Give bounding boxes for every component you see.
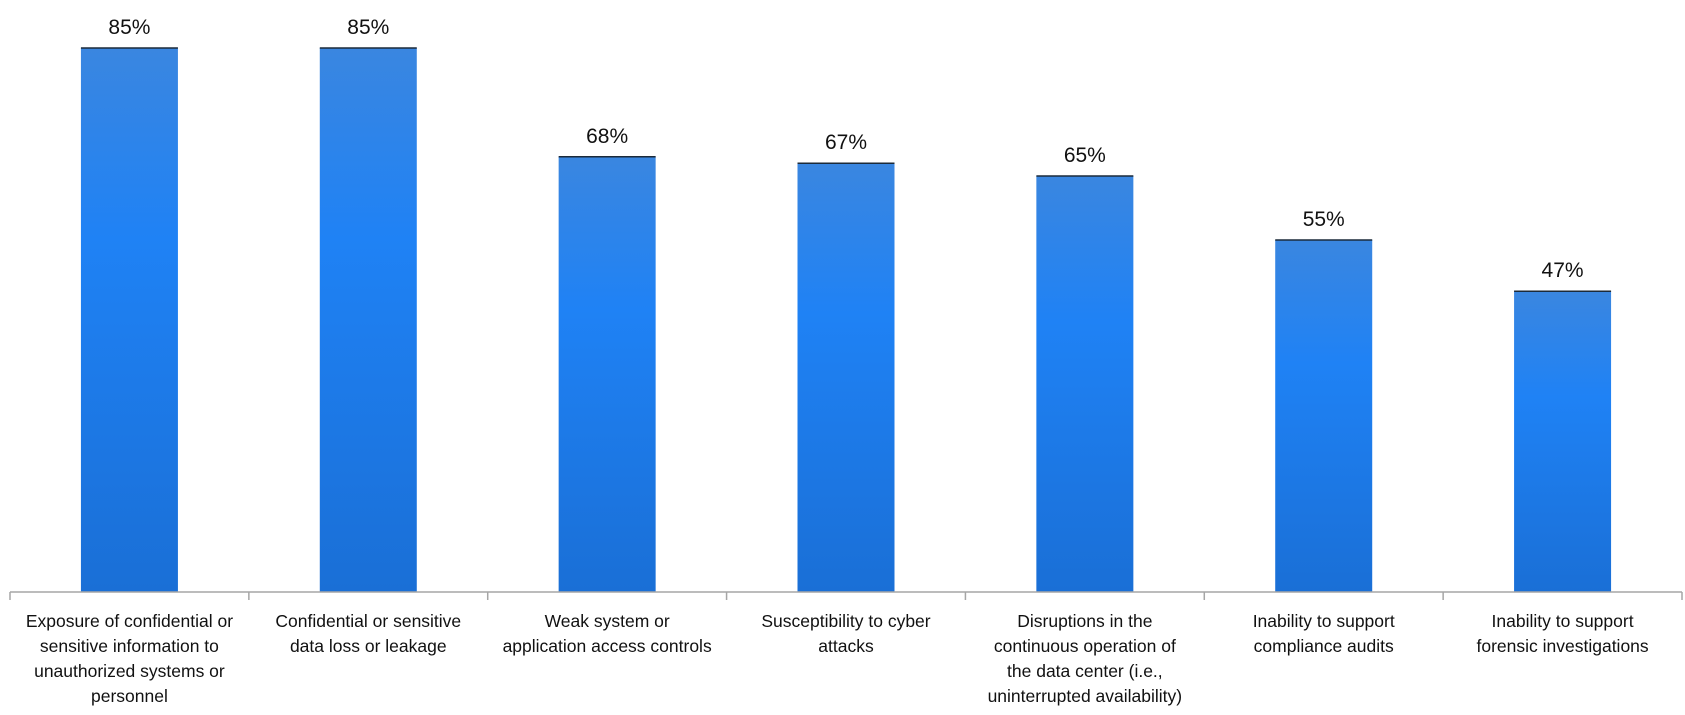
bar (797, 163, 895, 592)
category-label: Inability to support forensic investigati… (1476, 611, 1648, 656)
category-label: Weak system or application access control… (503, 611, 712, 656)
category-label-line: data loss or leakage (290, 636, 447, 656)
data-label: 65% (1064, 144, 1106, 167)
category-label-line: Exposure of confidential or (26, 611, 233, 631)
category-label-line: the data center (i.e., (1007, 661, 1163, 681)
category-label-line: continuous operation of (994, 636, 1176, 656)
x-axis (9, 591, 1683, 600)
data-label: 67% (825, 131, 867, 154)
category-label-line: forensic investigations (1476, 636, 1648, 656)
bar (1036, 176, 1134, 592)
bar (1275, 240, 1373, 592)
category-label-line: uninterrupted availability) (988, 686, 1183, 706)
bar (558, 156, 656, 593)
category-label-line: Confidential or sensitive (275, 611, 461, 631)
category-label-line: Susceptibility to cyber (761, 611, 930, 631)
bar (1514, 291, 1612, 592)
bar (319, 48, 417, 592)
data-label: 85% (347, 16, 389, 39)
bars-layer (80, 47, 1612, 593)
category-label-line: unauthorized systems or (34, 661, 225, 681)
category-label-line: application access controls (503, 636, 712, 656)
category-label-line: attacks (818, 636, 874, 656)
data-label: 55% (1303, 208, 1345, 231)
category-label: Inability to support compliance audits (1253, 611, 1395, 656)
category-label: Susceptibility to cyber attacks (761, 611, 930, 656)
labels-layer: 85% Exposure of confidential or sensitive … (26, 16, 1649, 706)
data-label: 85% (108, 16, 150, 39)
category-label-line: personnel (91, 686, 168, 706)
category-label-line: Disruptions in the (1017, 611, 1152, 631)
category-label-line: Weak system or (545, 611, 670, 631)
data-label: 68% (586, 125, 628, 148)
category-label: Disruptions in the continuous operation o… (988, 611, 1183, 706)
category-label-line: Inability to support (1492, 611, 1634, 631)
bar (80, 48, 178, 592)
data-label: 47% (1542, 259, 1584, 282)
category-label: Confidential or sensitive data loss or le… (275, 611, 461, 656)
category-label-line: sensitive information to (40, 636, 219, 656)
category-label-line: compliance audits (1254, 636, 1394, 656)
category-label: Exposure of confidential or sensitive inf… (26, 611, 233, 706)
category-label-line: Inability to support (1253, 611, 1395, 631)
